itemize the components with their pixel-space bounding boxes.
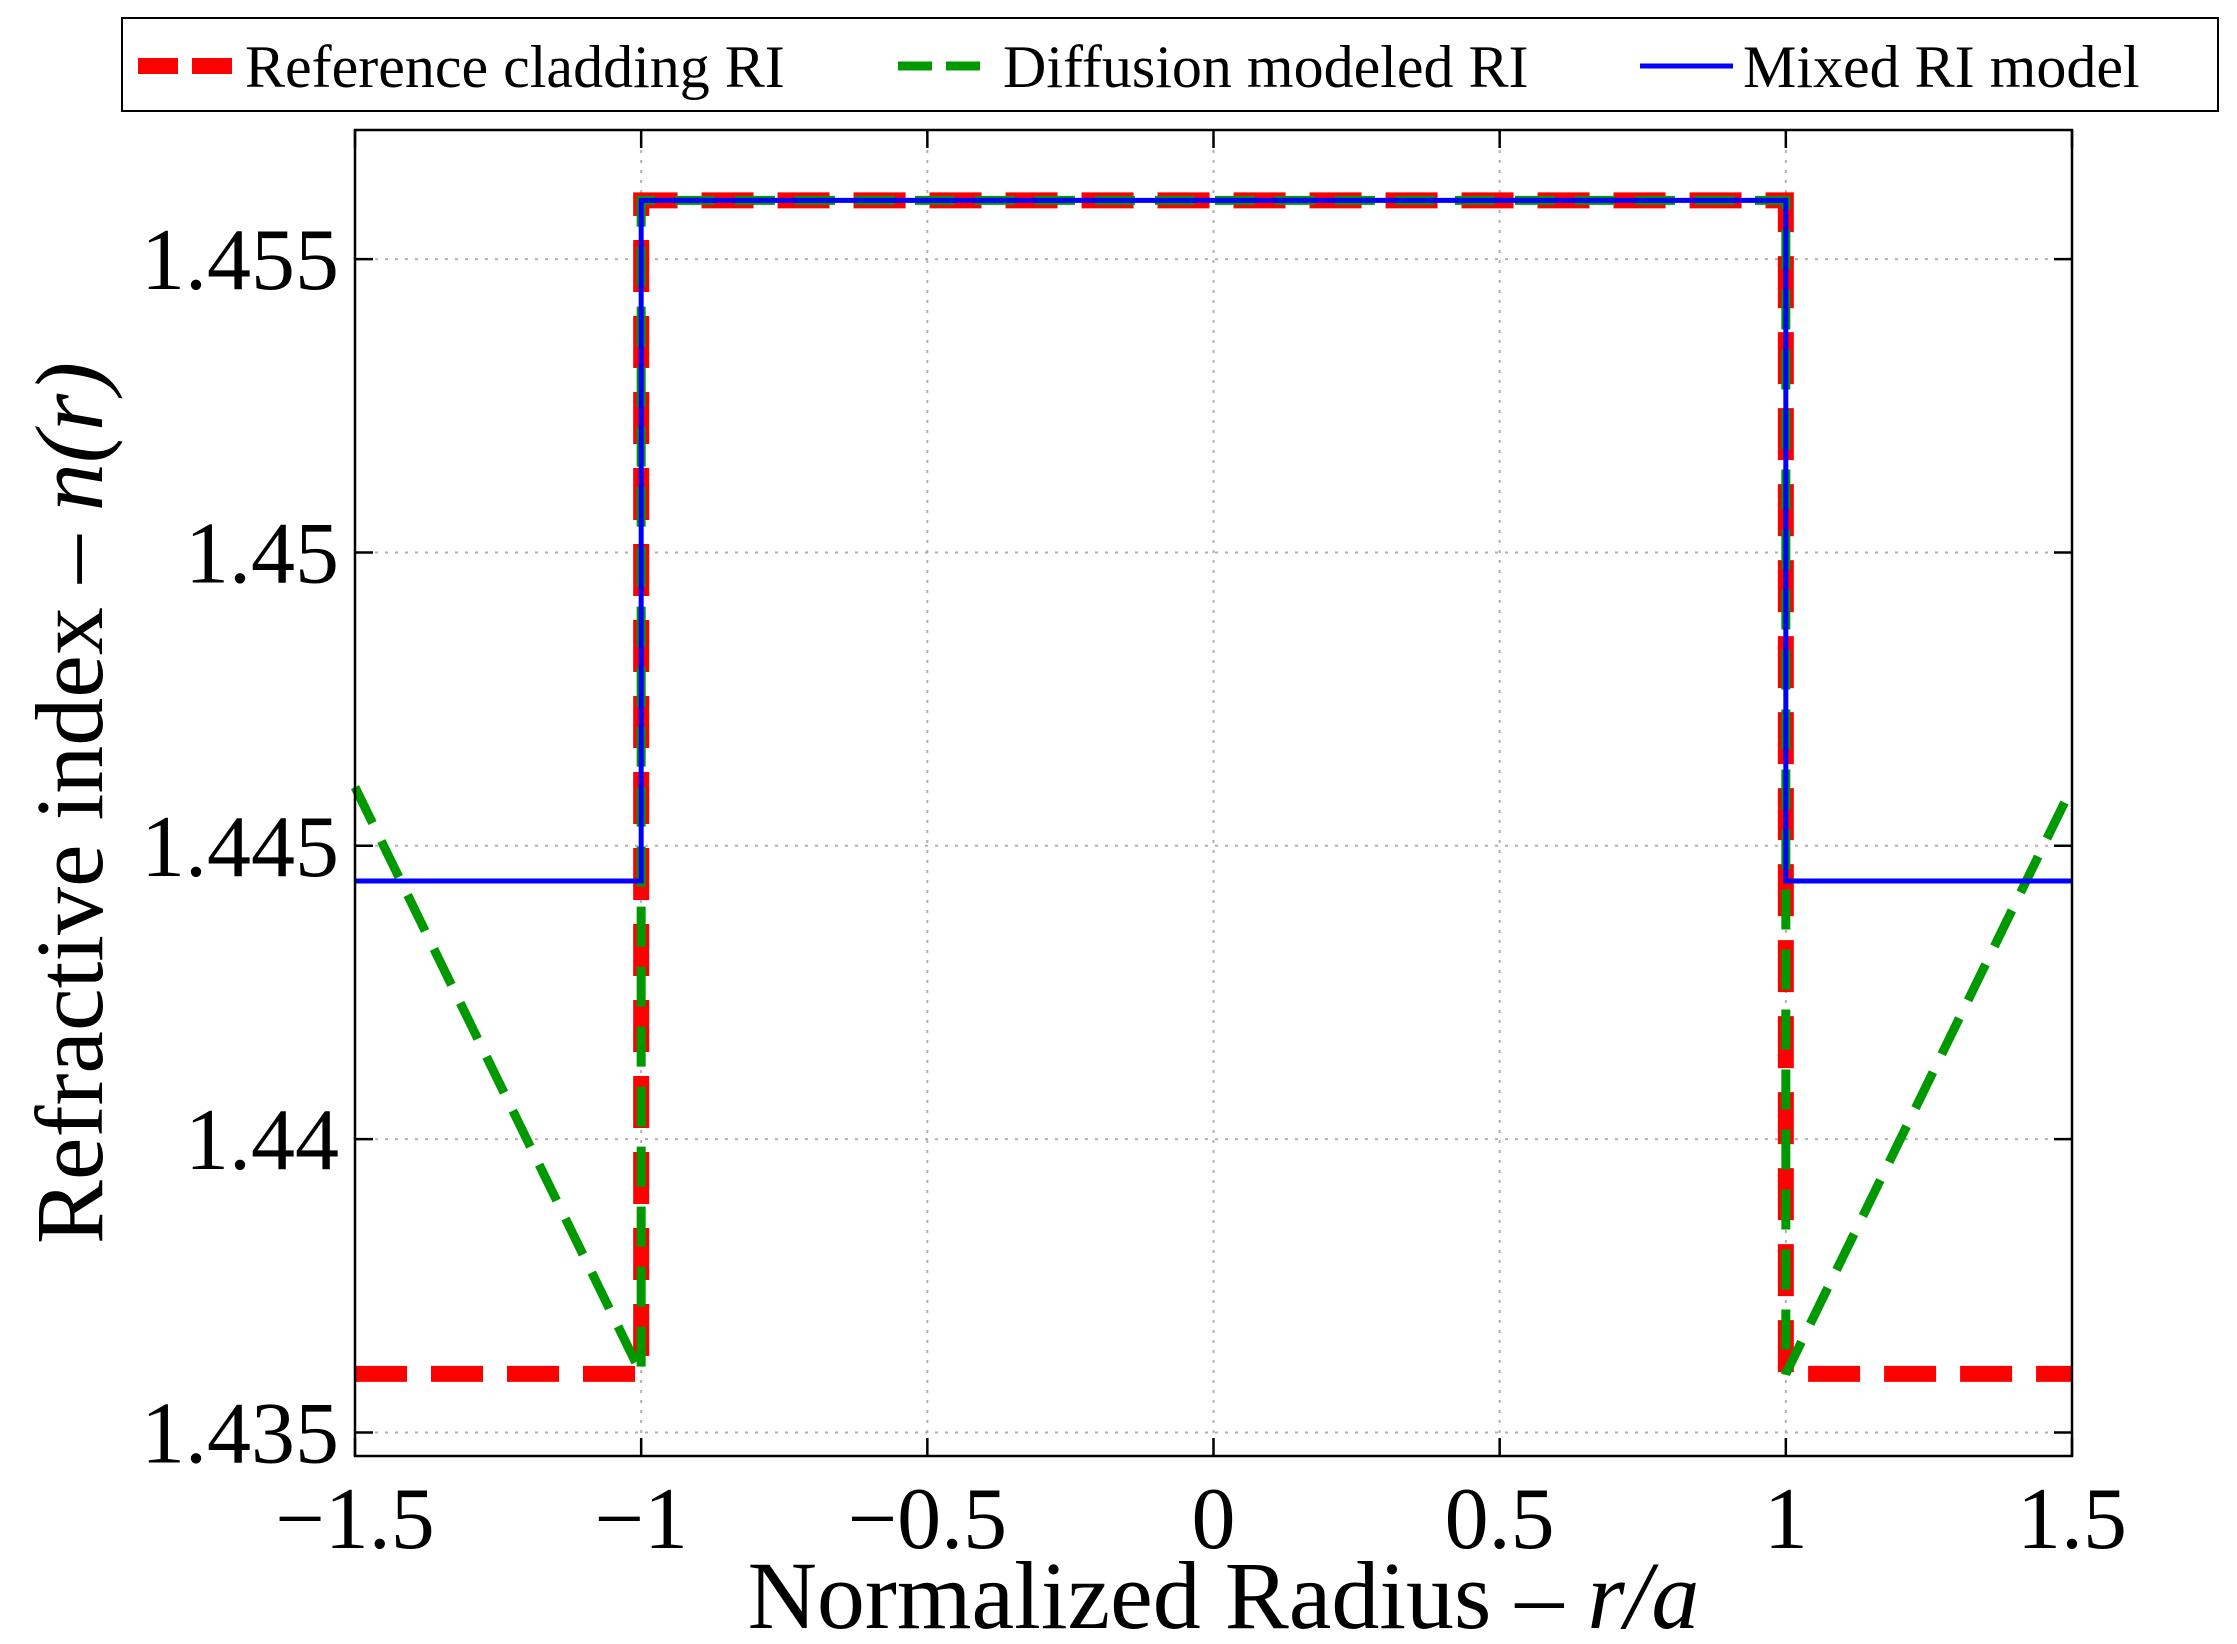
ticks	[353, 130, 2074, 1456]
y-tick-label: 1.455	[141, 212, 339, 309]
x-tick-label: −1.5	[275, 1471, 435, 1568]
legend: Reference cladding RI Diffusion modeled R…	[121, 17, 2219, 112]
series-layer	[350, 192, 2077, 1382]
y-tick-label: 1.45	[185, 505, 339, 602]
series-line-reference-cladding-ri	[355, 192, 2072, 1382]
y-axis-title-variable: n(r)	[16, 362, 123, 511]
x-tick-label: 1.5	[2017, 1471, 2127, 1568]
legend-label-mixed-ri-model: Mixed RI model	[1743, 34, 2140, 100]
x-tick-label: 0.5	[1445, 1471, 1555, 1568]
legend-label-reference-cladding-ri: Reference cladding RI	[245, 34, 785, 100]
x-tick-label: −1	[594, 1471, 688, 1568]
y-tick-label: 1.435	[141, 1386, 339, 1483]
y-axis-title: Refractive index – n(r)	[16, 362, 123, 1244]
x-axis-title-variable: r/a	[1587, 1542, 1699, 1644]
x-axis-title-text: Normalized Radius –	[748, 1542, 1588, 1644]
legend-label-diffusion-modeled-ri: Diffusion modeled RI	[1003, 34, 1529, 100]
legend-box	[121, 17, 2219, 112]
y-tick-label: 1.44	[185, 1092, 339, 1189]
x-tick-label: 1	[1764, 1471, 1808, 1568]
series-line-diffusion-modeled-ri	[350, 195, 2077, 1376]
y-axis-title-text: Refractive index –	[16, 511, 123, 1244]
series-line-mixed-ri-model	[355, 197, 2072, 884]
y-tick-label: 1.445	[141, 799, 339, 896]
legend-items: Reference cladding RI Diffusion modeled R…	[138, 34, 2140, 100]
x-tick-label: 0	[1192, 1471, 1236, 1568]
x-axis-title: Normalized Radius – r/a	[748, 1542, 1700, 1644]
x-tick-label: −0.5	[848, 1471, 1008, 1568]
tick-labels: −1.5 −1 −0.5 0 0.5 1 1.5 1.435 1.44 1.445 1.45 1.45…	[141, 212, 2127, 1568]
